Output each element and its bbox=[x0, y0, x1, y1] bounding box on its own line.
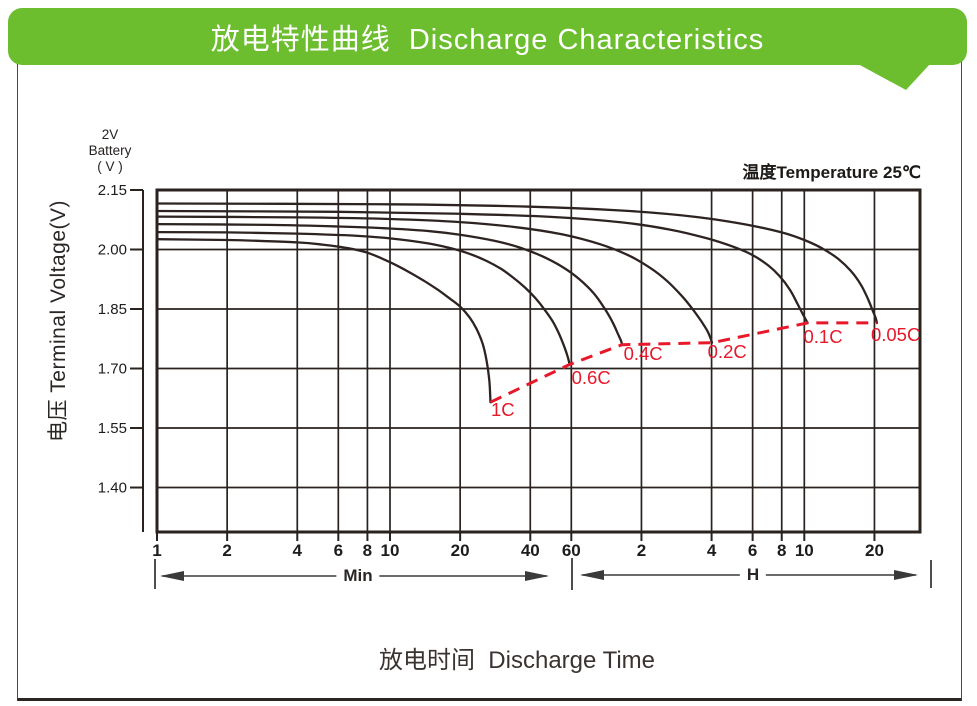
series-labels: 1C 0.6C 0.4C 0.2C 0.1C 0.05C bbox=[491, 324, 920, 420]
x-tick-label: 8 bbox=[363, 541, 372, 560]
x-tick-label: 20 bbox=[865, 541, 884, 560]
series-label-0.05C: 0.05C bbox=[871, 324, 920, 345]
y-tick-labels: 2.15 2.00 1.85 1.70 1.55 1.40 bbox=[98, 182, 127, 497]
x-tick-labels: 1 2 4 6 8 10 20 40 60 2 4 6 8 10 20 bbox=[152, 541, 884, 560]
x-tick-label: 10 bbox=[381, 541, 400, 560]
x-tick-label: 2 bbox=[222, 541, 231, 560]
x-axis-title: 放电时间 Discharge Time bbox=[378, 647, 656, 674]
temperature-note: 温度Temperature 25℃ bbox=[742, 163, 921, 182]
page-title: 放电特性曲线 Discharge Characteristics bbox=[210, 23, 765, 56]
series-curve-0.1C bbox=[155, 209, 809, 325]
x-tick-label: 10 bbox=[795, 541, 814, 560]
plot-border bbox=[155, 188, 922, 534]
series-label-0.4C: 0.4C bbox=[624, 343, 663, 364]
x-tick-label: 8 bbox=[777, 541, 786, 560]
header-banner: 放电特性曲线 Discharge Characteristics bbox=[8, 8, 967, 65]
x-tick-label: 6 bbox=[748, 541, 757, 560]
x-tick-label: 40 bbox=[521, 541, 540, 560]
series-curve-0.4C bbox=[155, 222, 624, 346]
series-curve-0.6C bbox=[155, 230, 571, 366]
cutoff-dashed-line bbox=[489, 321, 877, 404]
x-tick-label: 2 bbox=[637, 541, 646, 560]
x-tick-label: 4 bbox=[293, 541, 303, 560]
x-tick-label: 1 bbox=[152, 541, 161, 560]
series-curve-1C bbox=[155, 238, 492, 404]
series-label-0.6C: 0.6C bbox=[572, 367, 611, 388]
y-tick-label: 1.70 bbox=[98, 361, 127, 378]
series-label-0.2C: 0.2C bbox=[708, 341, 747, 362]
series-curve-0.05C bbox=[155, 202, 879, 325]
hours-unit-label: H bbox=[739, 565, 767, 585]
series-label-0.1C: 0.1C bbox=[804, 326, 843, 347]
y-axis bbox=[130, 189, 144, 532]
banner-tail-pointer bbox=[858, 64, 930, 90]
battery-type-line2: Battery bbox=[88, 143, 132, 158]
banner-tail-shape bbox=[858, 64, 930, 90]
battery-type-line1: 2V bbox=[101, 127, 119, 142]
y-tick-label: 2.00 bbox=[98, 242, 127, 259]
range-end-bars bbox=[154, 558, 932, 590]
battery-type-label: 2V Battery ( V ) bbox=[68, 127, 152, 175]
x-tick-label: 20 bbox=[451, 541, 470, 560]
y-tick-label: 1.40 bbox=[98, 480, 127, 497]
series-label-1C: 1C bbox=[491, 399, 515, 420]
series-curve-0.2C bbox=[155, 215, 714, 344]
y-tick-label: 1.85 bbox=[98, 301, 127, 318]
x-tick-marks bbox=[156, 532, 876, 541]
y-tick-label: 2.15 bbox=[98, 182, 127, 199]
x-tick-label: 60 bbox=[562, 541, 581, 560]
y-tick-label: 1.55 bbox=[98, 420, 127, 437]
x-tick-label: 6 bbox=[334, 541, 343, 560]
x-tick-label: 4 bbox=[707, 541, 717, 560]
battery-unit-line: ( V ) bbox=[97, 159, 123, 174]
minutes-unit-label: Min bbox=[336, 566, 380, 586]
y-axis-title: 电压 Terminal Voltage(V) bbox=[47, 199, 70, 443]
